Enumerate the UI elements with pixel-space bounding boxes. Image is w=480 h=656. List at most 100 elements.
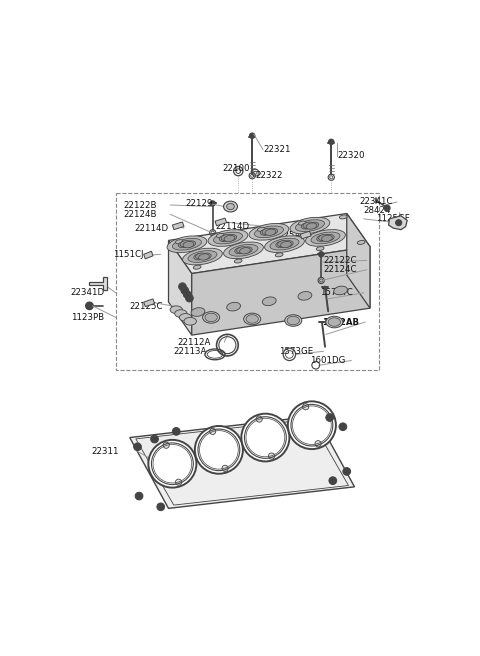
Text: 22100: 22100 — [223, 163, 250, 173]
Ellipse shape — [306, 223, 317, 229]
Ellipse shape — [226, 235, 237, 241]
Ellipse shape — [235, 247, 245, 254]
Ellipse shape — [182, 248, 222, 265]
Ellipse shape — [287, 316, 300, 325]
Polygon shape — [144, 299, 155, 306]
Ellipse shape — [175, 310, 187, 318]
Ellipse shape — [281, 241, 291, 248]
Ellipse shape — [180, 241, 191, 247]
Ellipse shape — [265, 229, 276, 236]
Text: 28424: 28424 — [364, 206, 391, 215]
Ellipse shape — [176, 479, 181, 485]
Ellipse shape — [257, 228, 265, 232]
Circle shape — [151, 435, 158, 443]
Text: 1125GF: 1125GF — [376, 215, 410, 223]
Text: 1601DG: 1601DG — [310, 356, 345, 365]
Ellipse shape — [167, 236, 207, 253]
Text: 22129: 22129 — [186, 199, 213, 208]
Ellipse shape — [180, 314, 192, 321]
Ellipse shape — [277, 241, 288, 247]
Ellipse shape — [227, 302, 240, 311]
Ellipse shape — [334, 286, 348, 295]
Text: 22311: 22311 — [91, 447, 119, 456]
Polygon shape — [172, 222, 184, 230]
Circle shape — [183, 291, 191, 298]
Ellipse shape — [264, 236, 304, 253]
Text: 22321: 22321 — [264, 145, 291, 154]
Ellipse shape — [290, 217, 330, 234]
Text: 22320: 22320 — [337, 152, 365, 160]
Circle shape — [396, 220, 402, 226]
Ellipse shape — [256, 416, 262, 422]
Text: 22341C: 22341C — [359, 197, 393, 207]
Ellipse shape — [295, 220, 324, 232]
Ellipse shape — [254, 226, 284, 237]
Ellipse shape — [193, 265, 201, 269]
Ellipse shape — [322, 236, 332, 241]
Text: 1573GE: 1573GE — [278, 347, 313, 356]
Ellipse shape — [229, 245, 258, 256]
Ellipse shape — [148, 440, 196, 487]
Circle shape — [339, 423, 347, 430]
Text: 22122B: 22122B — [123, 201, 157, 209]
Polygon shape — [168, 213, 370, 274]
Ellipse shape — [301, 223, 312, 229]
Circle shape — [179, 283, 186, 291]
Text: 22125C: 22125C — [130, 302, 163, 311]
Polygon shape — [168, 240, 192, 335]
Ellipse shape — [203, 312, 220, 323]
Circle shape — [172, 428, 180, 435]
Polygon shape — [130, 416, 355, 508]
Polygon shape — [389, 216, 407, 230]
Ellipse shape — [267, 228, 277, 235]
Ellipse shape — [298, 291, 312, 300]
Ellipse shape — [241, 414, 289, 461]
Text: 1152AB: 1152AB — [322, 318, 359, 327]
Polygon shape — [89, 277, 107, 290]
Ellipse shape — [357, 240, 365, 245]
Ellipse shape — [241, 247, 252, 253]
Ellipse shape — [184, 318, 196, 325]
Circle shape — [157, 503, 165, 510]
Ellipse shape — [224, 201, 238, 212]
Circle shape — [181, 287, 189, 295]
Ellipse shape — [316, 247, 324, 251]
Ellipse shape — [178, 241, 189, 248]
Ellipse shape — [216, 234, 224, 237]
Circle shape — [318, 252, 324, 257]
Text: 22124B: 22124B — [123, 210, 157, 218]
Ellipse shape — [210, 428, 216, 434]
Text: 1151CJ: 1151CJ — [113, 250, 143, 258]
Circle shape — [133, 443, 142, 451]
Ellipse shape — [163, 442, 169, 448]
Ellipse shape — [288, 401, 336, 449]
Ellipse shape — [205, 313, 217, 321]
Ellipse shape — [221, 234, 232, 241]
Circle shape — [328, 139, 334, 144]
Ellipse shape — [172, 238, 202, 250]
Ellipse shape — [188, 251, 217, 262]
Ellipse shape — [196, 253, 206, 259]
Ellipse shape — [324, 234, 334, 241]
Ellipse shape — [219, 235, 230, 241]
Ellipse shape — [317, 235, 327, 241]
Ellipse shape — [299, 221, 306, 225]
Text: 22124C: 22124C — [324, 265, 357, 274]
Ellipse shape — [260, 229, 271, 236]
Ellipse shape — [244, 313, 261, 325]
Ellipse shape — [263, 297, 276, 306]
Ellipse shape — [214, 232, 242, 244]
Text: 22125A: 22125A — [268, 232, 301, 240]
Text: 22341D: 22341D — [71, 288, 105, 297]
Ellipse shape — [234, 259, 242, 263]
Polygon shape — [192, 247, 370, 335]
Text: 22322: 22322 — [255, 171, 283, 180]
Ellipse shape — [339, 215, 347, 219]
Ellipse shape — [270, 238, 299, 250]
Ellipse shape — [194, 254, 204, 260]
Ellipse shape — [308, 222, 319, 228]
Ellipse shape — [249, 224, 289, 240]
Polygon shape — [347, 213, 370, 308]
Ellipse shape — [222, 465, 228, 472]
Ellipse shape — [237, 247, 247, 253]
